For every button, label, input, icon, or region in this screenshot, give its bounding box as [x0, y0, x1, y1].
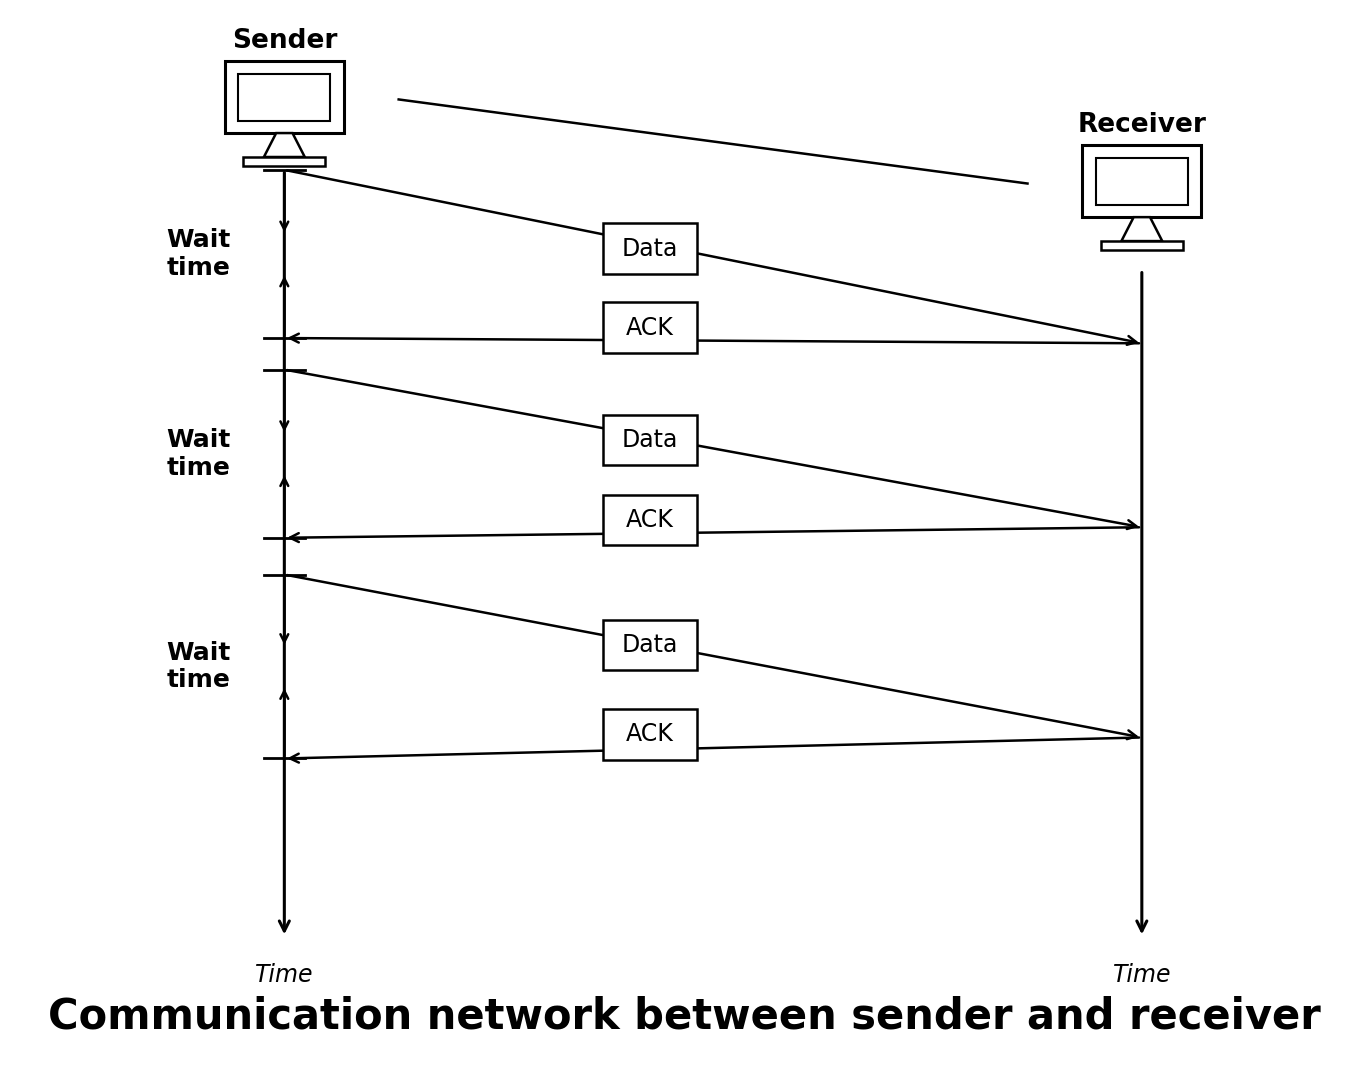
Text: Data: Data: [622, 633, 679, 657]
FancyBboxPatch shape: [604, 302, 697, 353]
FancyBboxPatch shape: [238, 73, 330, 120]
Polygon shape: [264, 133, 305, 157]
Text: Wait
time: Wait time: [167, 228, 231, 280]
FancyBboxPatch shape: [604, 224, 697, 274]
Text: Wait
time: Wait time: [167, 641, 231, 692]
Text: Sender: Sender: [231, 29, 337, 54]
Polygon shape: [1121, 217, 1162, 241]
FancyBboxPatch shape: [244, 157, 326, 166]
FancyBboxPatch shape: [1083, 146, 1201, 217]
FancyBboxPatch shape: [604, 709, 697, 759]
FancyBboxPatch shape: [604, 494, 697, 545]
Text: Wait
time: Wait time: [167, 428, 231, 479]
Text: Time: Time: [255, 964, 314, 987]
Text: ACK: ACK: [626, 722, 674, 747]
Text: Receiver: Receiver: [1077, 112, 1206, 138]
Text: ACK: ACK: [626, 508, 674, 531]
FancyBboxPatch shape: [604, 620, 697, 670]
Text: Communication network between sender and receiver: Communication network between sender and…: [48, 995, 1321, 1037]
Text: Data: Data: [622, 236, 679, 261]
FancyBboxPatch shape: [1095, 158, 1188, 204]
FancyBboxPatch shape: [225, 62, 344, 133]
Text: Time: Time: [1113, 964, 1170, 987]
Text: ACK: ACK: [626, 315, 674, 340]
FancyBboxPatch shape: [1101, 241, 1183, 250]
Text: Data: Data: [622, 428, 679, 452]
FancyBboxPatch shape: [604, 414, 697, 465]
